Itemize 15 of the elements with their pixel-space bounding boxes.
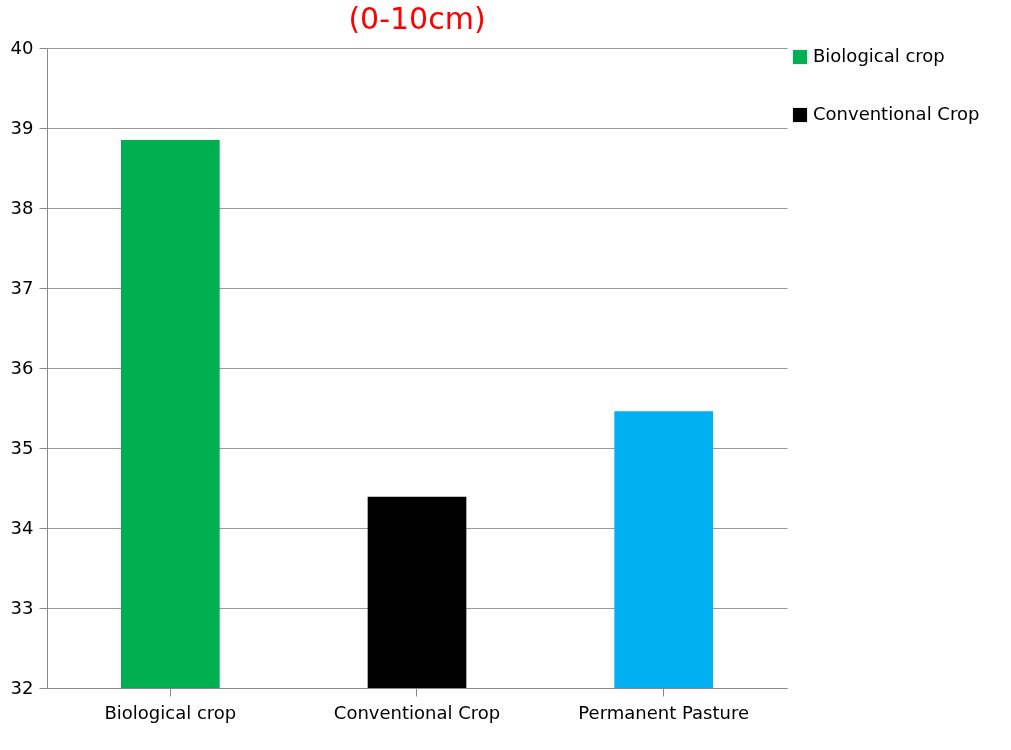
y-tick-label: 34	[10, 516, 34, 538]
y-tick-label: 32	[10, 676, 34, 698]
x-tick-label: Biological crop	[104, 701, 237, 723]
x-tick-label: Permanent Pasture	[578, 701, 749, 723]
legend-label: Biological crop	[813, 45, 945, 66]
y-tick-label: 36	[10, 356, 34, 378]
y-tick-label: 40	[10, 36, 34, 58]
legend-label: Conventional Crop	[813, 103, 980, 124]
y-tick-label: 38	[10, 196, 34, 218]
y-tick-label: 35	[10, 436, 34, 458]
chart-title: (0-10cm)	[348, 1, 486, 36]
y-tick-label: 37	[10, 276, 34, 298]
y-tick-label: 39	[10, 116, 34, 138]
x-tick-label: Conventional Crop	[333, 701, 501, 723]
y-tick-label: 33	[10, 596, 34, 618]
